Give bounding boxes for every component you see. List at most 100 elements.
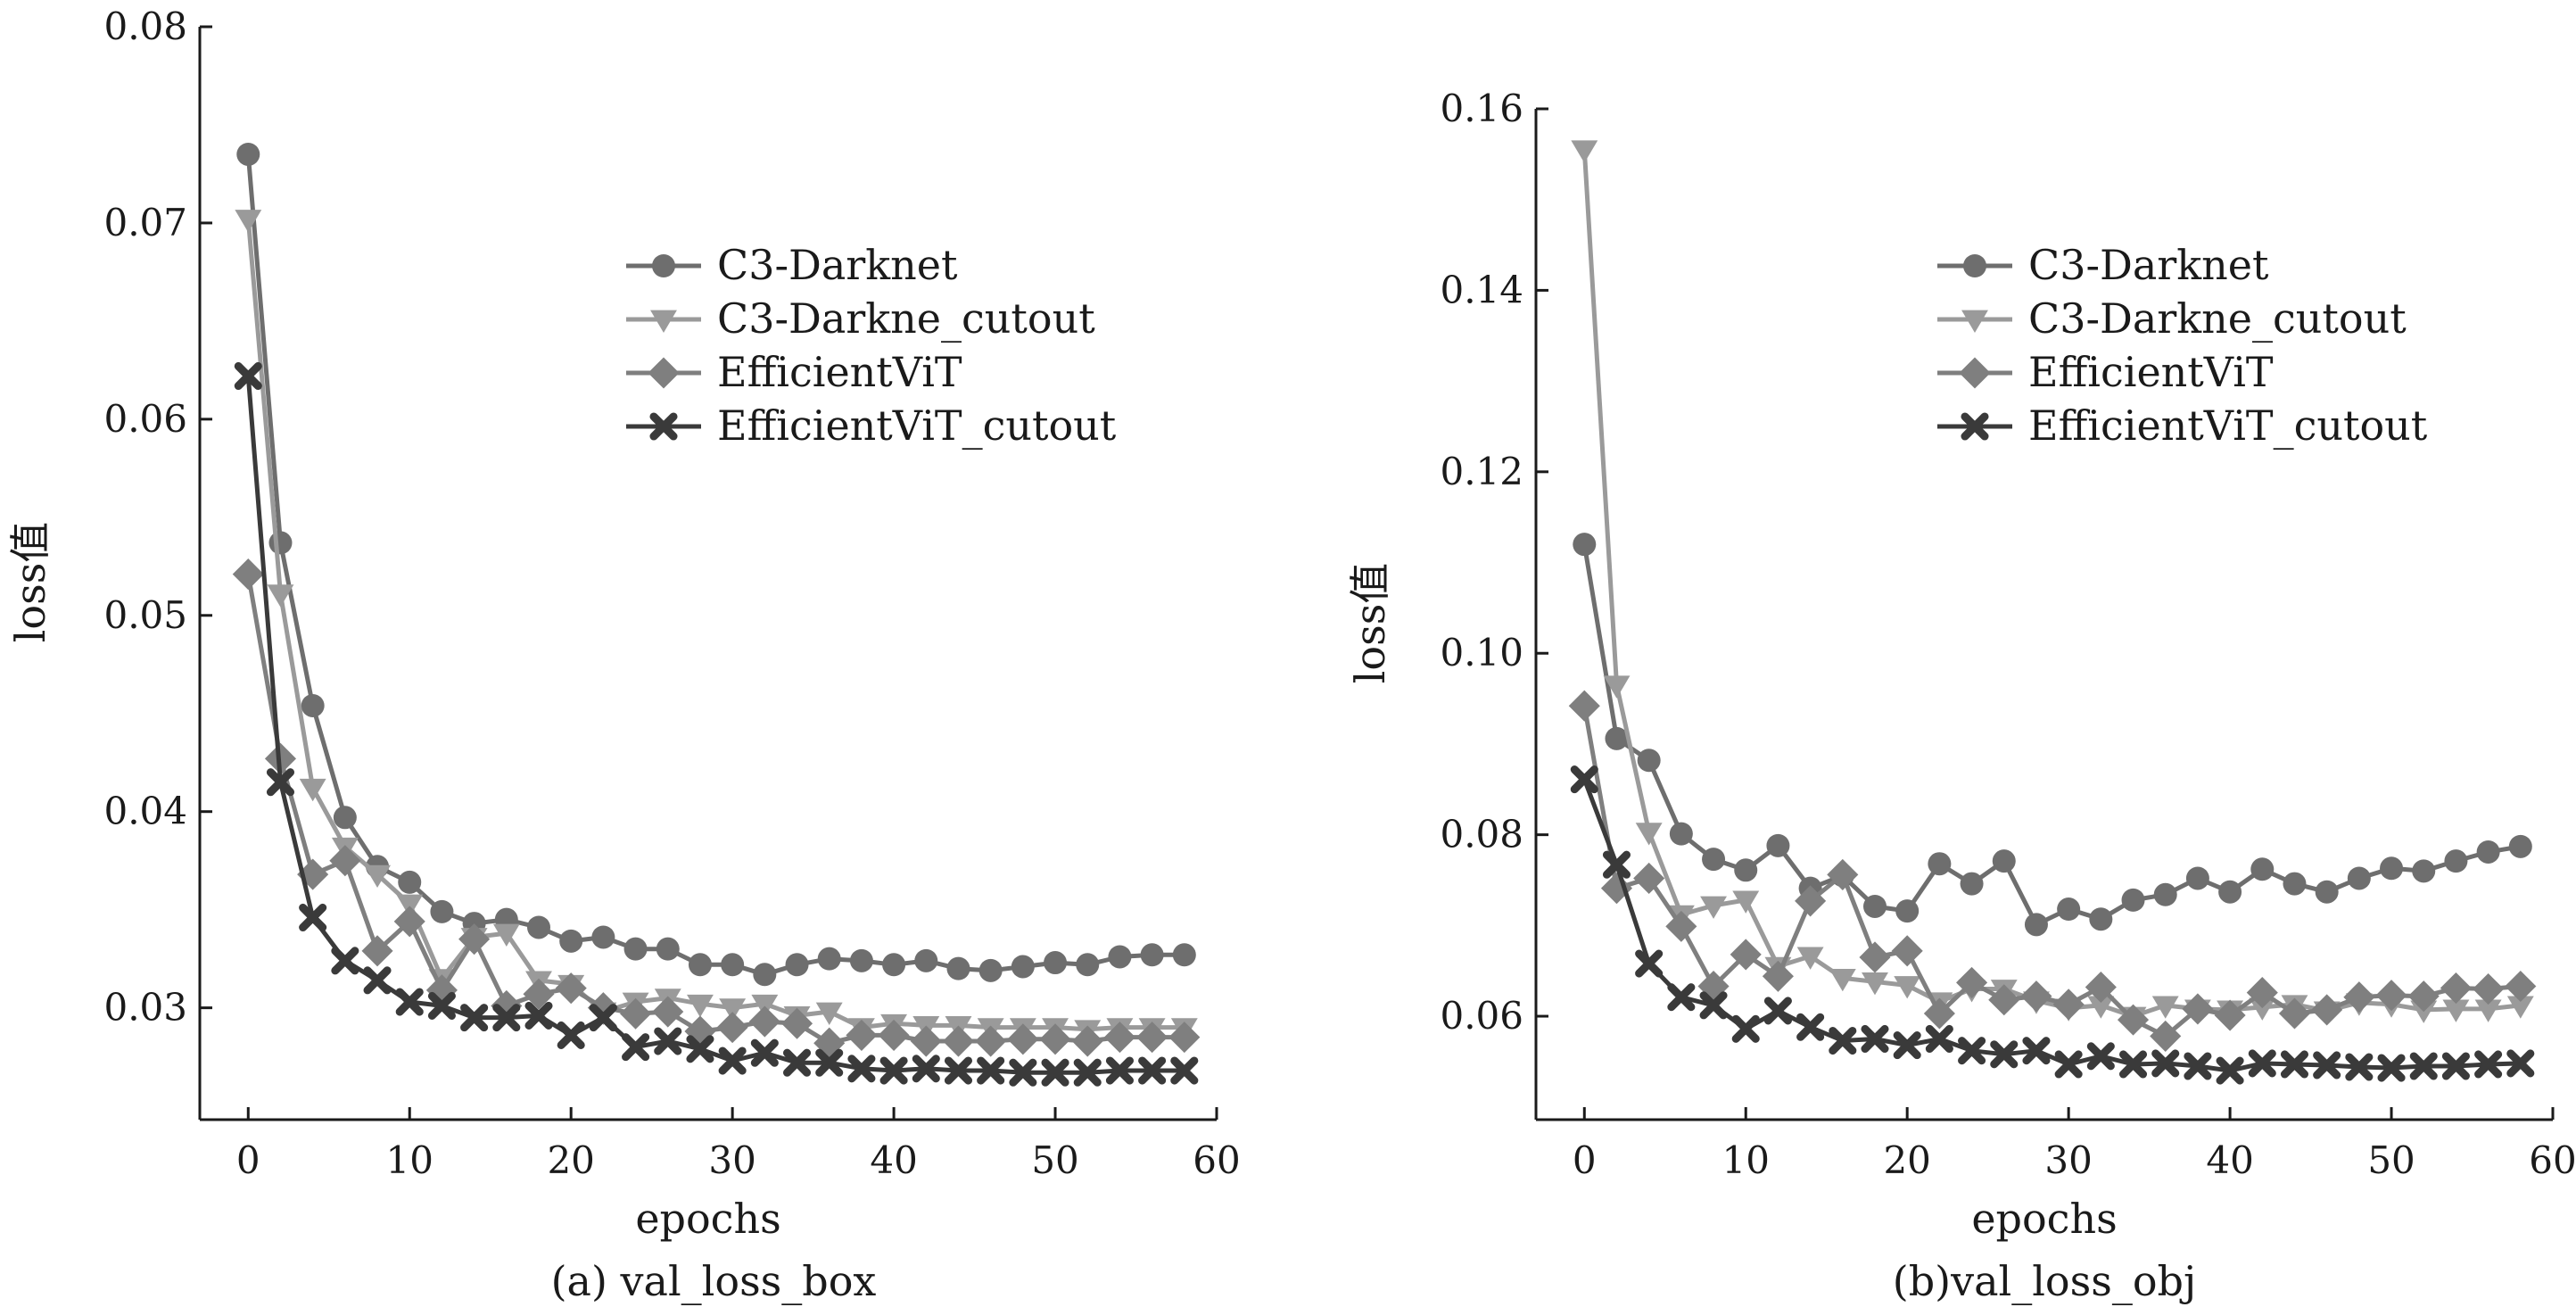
y-tick-label: 0.14 [1440, 268, 1523, 311]
data-point [1702, 848, 1726, 872]
data-point [2407, 980, 2440, 1013]
data-point [1573, 533, 1597, 557]
data-point [1891, 935, 1923, 967]
data-point [946, 956, 970, 980]
data-point [2412, 859, 2436, 883]
x-tick-label: 40 [2206, 1138, 2253, 1182]
data-point [1571, 140, 1598, 163]
data-point [721, 953, 745, 977]
x-tick-label: 60 [2529, 1138, 2576, 1182]
data-point [2506, 1049, 2535, 1078]
data-point [2311, 994, 2343, 1026]
data-point [1041, 1058, 1069, 1087]
legend-label: EfficientViT_cutout [2028, 401, 2428, 450]
data-point [1044, 951, 1068, 975]
y-tick-label: 0.06 [103, 397, 187, 441]
data-point [1105, 1056, 1134, 1085]
data-point [1893, 1031, 1921, 1060]
data-point [2249, 997, 2276, 1021]
data-point [1633, 862, 1665, 895]
axes: 0 10 20 30 40 50 60 0.03 0.04 0.05 0.06 0.07 0.08 [103, 4, 1240, 1182]
data-point [2505, 970, 2537, 1003]
legend-marker [1961, 412, 1989, 441]
data-point [688, 953, 712, 977]
data-point [1988, 984, 2020, 1016]
data-point [299, 903, 327, 932]
data-point [912, 1055, 940, 1083]
legend-item: C3-Darkne_cutout [1937, 294, 2407, 343]
data-point [2283, 872, 2307, 896]
data-point [460, 1004, 489, 1032]
legend-label: EfficientViT [717, 348, 962, 396]
data-point [2118, 1050, 2148, 1079]
data-point [2020, 980, 2052, 1013]
data-point [2185, 866, 2209, 890]
data-point [2086, 1042, 2115, 1071]
data-point [236, 142, 260, 166]
data-point [2380, 856, 2404, 881]
data-point [234, 361, 262, 391]
data-point [458, 923, 491, 955]
data-point [719, 998, 747, 1022]
data-point [492, 1004, 521, 1032]
data-point [2474, 999, 2502, 1022]
data-point [2184, 1052, 2212, 1080]
data-point [1990, 1040, 2019, 1069]
data-point [1007, 1023, 1039, 1055]
data-point [364, 864, 391, 889]
data-point [978, 958, 1003, 982]
data-point [1136, 1022, 1168, 1054]
data-point [1763, 997, 1792, 1025]
y-tick-label: 0.06 [1440, 994, 1523, 1038]
data-point [2052, 989, 2085, 1021]
data-point [430, 899, 454, 923]
data-point [1928, 852, 1952, 876]
legend-item: EfficientViT [626, 348, 962, 396]
data-point [235, 210, 262, 233]
data-point [1992, 849, 2016, 873]
data-point [329, 845, 361, 877]
data-point [393, 906, 425, 938]
data-point [1570, 765, 1598, 794]
data-point [2313, 1051, 2341, 1080]
data-point [748, 1005, 780, 1038]
data-point [942, 1025, 975, 1057]
data-point [589, 1004, 617, 1032]
data-point [2214, 999, 2246, 1031]
data-point [2474, 1050, 2503, 1079]
data-point [753, 963, 777, 987]
data-point [944, 1056, 973, 1085]
data-point [398, 870, 422, 894]
legend-label: C3-Darknet [717, 241, 958, 289]
legend-marker [648, 357, 680, 389]
series-c3-darknet [1573, 533, 2532, 937]
data-point [882, 953, 906, 977]
data-point [977, 1056, 1005, 1085]
legend-label: C3-Darkne_cutout [717, 294, 1095, 343]
y-tick-label: 0.04 [103, 790, 187, 833]
data-point [1669, 822, 1693, 846]
data-point [654, 1027, 682, 1055]
data-point [1600, 873, 1633, 905]
series-efficientvit [1568, 690, 2537, 1052]
legend-label: EfficientViT [2028, 348, 2274, 396]
y-tick-label: 0.12 [1440, 450, 1523, 493]
x-tick-label: 50 [2367, 1138, 2415, 1182]
data-point [1827, 858, 1859, 890]
data-point [2315, 880, 2339, 904]
data-point [555, 972, 587, 1005]
data-point [2087, 996, 2115, 1019]
x-tick-label: 60 [1193, 1138, 1240, 1182]
x-tick-label: 30 [708, 1138, 755, 1182]
data-point [1700, 896, 1727, 919]
data-point [1605, 726, 1629, 750]
data-point [492, 923, 520, 947]
data-point [2278, 997, 2311, 1030]
data-point [232, 558, 264, 591]
data-point [2151, 996, 2179, 1019]
data-point [2476, 840, 2500, 864]
data-point [2121, 888, 2145, 912]
data-point [559, 929, 583, 953]
data-point [718, 1046, 747, 1075]
data-point [1730, 939, 1762, 971]
